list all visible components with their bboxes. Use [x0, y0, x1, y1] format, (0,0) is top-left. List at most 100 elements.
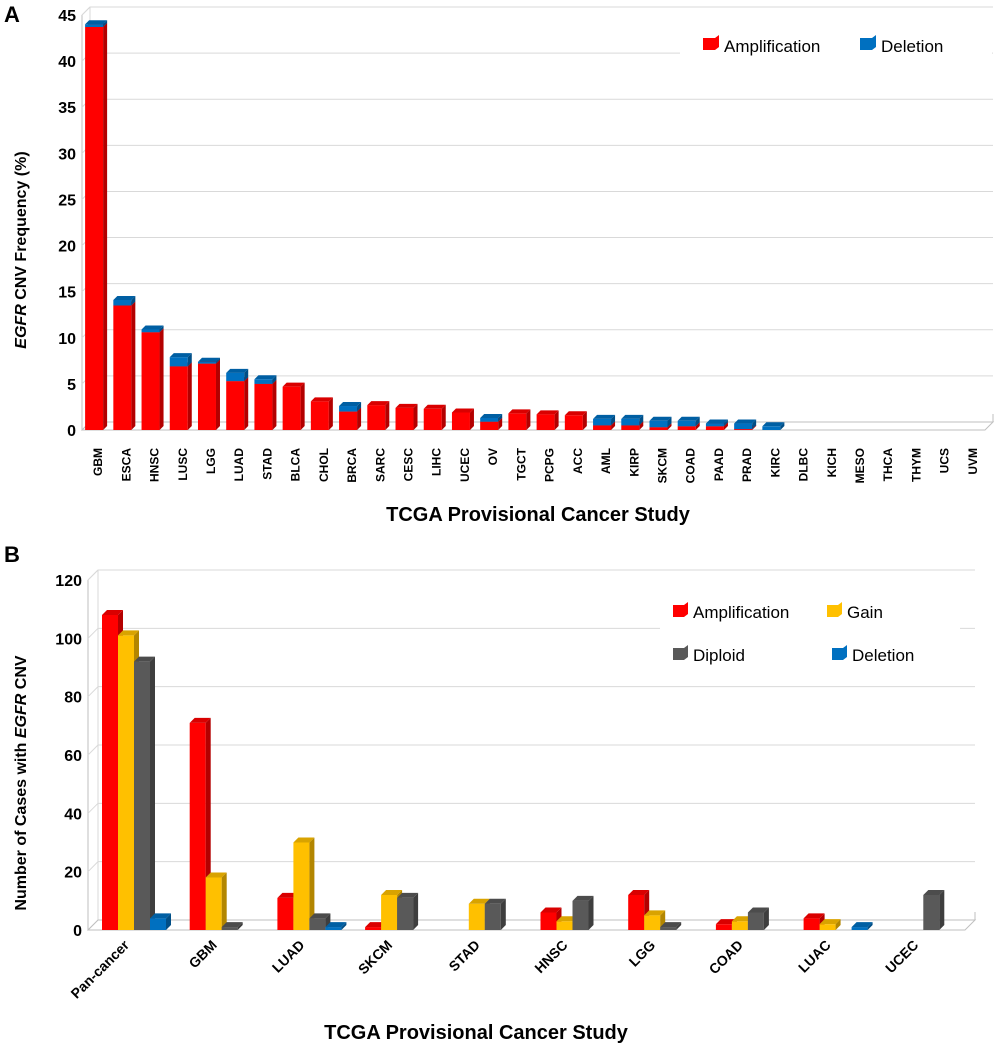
- panel-a-y-axis-title: EGFR CNV Frequency (%): [13, 151, 30, 348]
- panel-a-x-tick-prad: PRAD: [740, 448, 754, 482]
- panel-a-gridline-15: [81, 283, 993, 293]
- panel-a-gridline-25: [81, 190, 993, 200]
- panel-b-legend-swatch-diploid: [673, 645, 688, 660]
- panel-b-x-tick-lgg: LGG: [626, 937, 659, 970]
- panel-b-legend-item-gain: Gain: [827, 602, 883, 622]
- panel-a-bar-luad-amplification: [226, 377, 249, 430]
- panel-a-x-tick-luad: LUAD: [232, 448, 246, 482]
- panel-a-bar-blca-amplification: [282, 382, 305, 430]
- panel-a-gridline-35: [81, 98, 993, 108]
- panel-a-legend-item-amplification: Amplification: [703, 35, 820, 56]
- panel-a: A 0 5 10 15 20 25 30 35 40 45 GBM ESCA HNSC LUSC LGG L…: [4, 2, 995, 526]
- panel-a-bar-lusc-deletion: [169, 353, 192, 367]
- panel-a-bar-prad-deletion: [734, 419, 757, 430]
- panel-a-x-tick-coad: COAD: [684, 448, 698, 484]
- panel-a-x-tick-ov: OV: [486, 448, 500, 465]
- panel-a-y-tick-5: 5: [67, 377, 76, 394]
- panel-b-bar-coad-diploid: [747, 907, 769, 930]
- panel-a-y-tick-0: 0: [67, 423, 76, 440]
- panel-b-x-tick-gbm: GBM: [185, 937, 219, 971]
- panel-a-bar-chol-amplification: [310, 397, 333, 430]
- panel-a-gridline-45: [81, 6, 993, 16]
- panel-a-bar-cesc-amplification: [395, 403, 418, 430]
- panel-a-y-tick-20: 20: [58, 239, 76, 256]
- panel-a-y-tick-25: 25: [58, 192, 76, 209]
- panel-a-y-axis-rest: CNV Frequency (%): [13, 151, 30, 304]
- panel-b-x-tick-ucec: UCEC: [882, 937, 921, 976]
- panel-a-bar-gbm-deletion: [85, 20, 108, 27]
- panel-b-y-axis-prefix: Number of Cases with: [13, 738, 30, 910]
- panel-b-y-tick-0: 0: [73, 923, 82, 940]
- panel-b-bar-ucec-diploid: [923, 890, 945, 930]
- panel-a-bar-luad-deletion: [226, 368, 249, 382]
- panel-b-legend-item-amplification: Amplification: [673, 602, 789, 622]
- panel-a-legend-item-deletion: Deletion: [860, 35, 943, 56]
- panel-a-x-tick-lusc: LUSC: [176, 448, 190, 481]
- panel-b-bar-skcm-diploid: [397, 892, 419, 930]
- panel-a-x-tick-ucs: UCS: [938, 448, 952, 473]
- panel-b-gridline-120: [87, 569, 975, 581]
- panel-a-letter: A: [4, 2, 20, 27]
- panel-a-bar-coad-deletion: [677, 416, 700, 427]
- panel-a-bar-kirp-deletion: [621, 414, 644, 426]
- panel-b-gridline-40: [87, 802, 975, 814]
- panel-b-x-tick-pan-cancer: Pan-cancer: [67, 936, 132, 1001]
- panel-a-legend-box: [680, 22, 992, 68]
- panel-a-x-tick-ucec: UCEC: [458, 448, 472, 482]
- panel-b-bar-stad-diploid: [484, 898, 506, 930]
- panel-a-bar-lgg-deletion: [197, 357, 220, 364]
- panel-b-legend-swatch-gain: [827, 602, 842, 617]
- panel-b-bar-hnsc-diploid: [572, 895, 594, 930]
- panel-b-legend-label-amplification: Amplification: [693, 603, 789, 622]
- panel-b-bar-pan-cancer-diploid: [134, 656, 155, 930]
- panel-b-x-axis-title: TCGA Provisional Cancer Study: [324, 1022, 629, 1044]
- panel-b-x-tick-labels: Pan-cancer GBM LUAD SKCM STAD HNSC LGG COAD LUAC…: [67, 936, 921, 1001]
- panel-b-x-tick-coad: COAD: [706, 937, 746, 977]
- panel-a-x-tick-hnsc: HNSC: [148, 448, 162, 482]
- panel-b-y-tick-60: 60: [64, 748, 82, 765]
- panel-a-x-tick-paad: PAAD: [712, 448, 726, 481]
- panel-a-bars: [85, 20, 785, 430]
- panel-b-bar-luac-deletion: [851, 922, 873, 930]
- panel-a-bar-skcm-deletion: [649, 416, 672, 428]
- panel-a-bar-stad-amplification: [254, 379, 277, 430]
- panel-b-legend-swatch-deletion: [832, 645, 847, 660]
- panel-b-legend-label-diploid: Diploid: [693, 646, 745, 665]
- panel-b-gridline-80: [87, 686, 975, 698]
- panel-b-x-tick-luad: LUAD: [269, 937, 308, 976]
- panel-a-x-tick-esca: ESCA: [119, 448, 133, 482]
- panel-a-bar-brca-deletion: [339, 402, 362, 412]
- panel-b-y-tick-120: 120: [55, 573, 82, 590]
- panel-a-legend-label-amplification: Amplification: [724, 37, 820, 56]
- panel-b-legend-box: [660, 588, 960, 678]
- panel-a-bar-aml-deletion: [593, 414, 616, 426]
- panel-a-gridline-10: [81, 329, 993, 339]
- panel-a-y-tick-10: 10: [58, 331, 76, 348]
- panel-b-y-tick-labels: 0 20 40 60 80 100 120: [55, 573, 82, 940]
- panel-a-x-tick-uvm: UVM: [966, 448, 980, 475]
- panel-a-x-tick-sarc: SARC: [373, 448, 387, 482]
- panel-a-bar-tgct-amplification: [508, 409, 531, 430]
- panel-b-legend-label-gain: Gain: [847, 603, 883, 622]
- panel-a-x-tick-dlbc: DLBC: [797, 448, 811, 482]
- panel-a-legend-label-deletion: Deletion: [881, 37, 943, 56]
- panel-b-y-tick-100: 100: [55, 631, 82, 648]
- panel-b-legend-label-deletion: Deletion: [852, 646, 914, 665]
- panel-b-legend-item-deletion: Deletion: [832, 645, 914, 665]
- panel-a-x-tick-blca: BLCA: [289, 448, 303, 482]
- panel-b-x-tick-skcm: SKCM: [355, 937, 395, 977]
- panel-a-bar-pcpg-amplification: [536, 410, 559, 430]
- panel-b-bar-luac-gain: [819, 919, 841, 930]
- panel-a-y-tick-30: 30: [58, 146, 76, 163]
- panel-a-bar-hnsc-amplification: [141, 328, 164, 430]
- panel-a-bar-lusc-amplification: [169, 362, 192, 430]
- panel-b-x-tick-stad: STAD: [445, 937, 483, 975]
- panel-a-y-tick-15: 15: [58, 285, 76, 302]
- panel-b-y-axis-title: Number of Cases with EGFR CNV: [13, 655, 30, 910]
- panel-a-legend-swatch-deletion: [860, 35, 876, 50]
- panel-a-x-tick-brca: BRCA: [345, 448, 359, 483]
- panel-a-bar-sarc-amplification: [367, 401, 390, 430]
- panel-a-x-tick-gbm: GBM: [91, 448, 105, 476]
- panel-b: B 0 20 40 60 80 100 120 Pan-cancer GBM LUAD SKCM S…: [4, 542, 977, 1044]
